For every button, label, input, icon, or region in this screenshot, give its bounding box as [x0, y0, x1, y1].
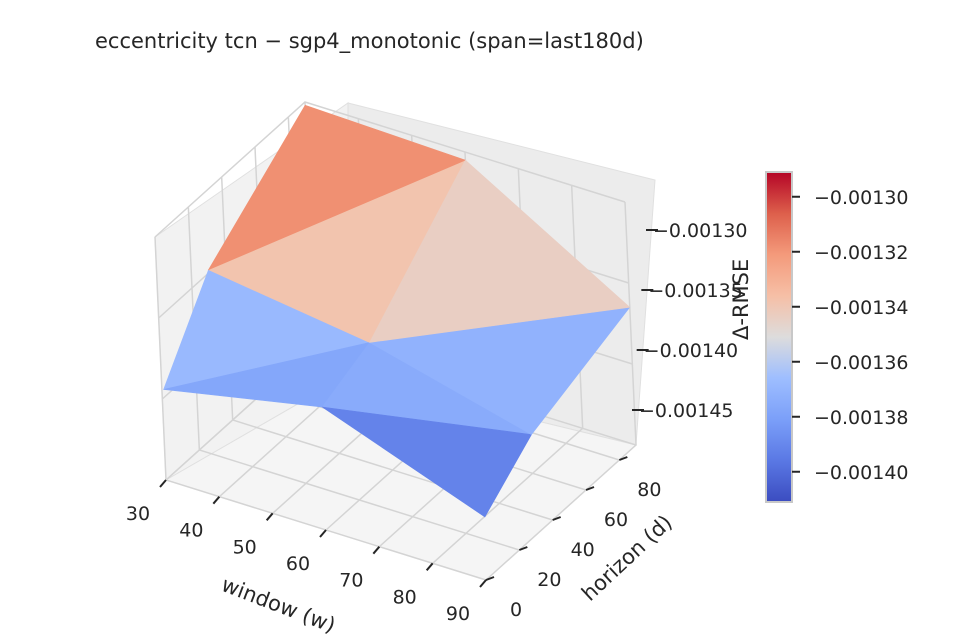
colorbar-tick-label: −0.00132 [814, 242, 909, 264]
x-axis-ticks: 30 40 50 60 70 80 90 [126, 479, 487, 625]
x-tick-label: 50 [233, 536, 257, 558]
x-tick-mark [372, 546, 381, 555]
x-tick-label: 70 [339, 570, 363, 592]
x-tick-label: 30 [126, 503, 150, 525]
surface [163, 104, 631, 518]
x-tick-mark [265, 512, 274, 521]
z-tick-label: −0.00130 [653, 220, 748, 242]
colorbar-tick-label: −0.00134 [814, 297, 909, 319]
x-tick-label: 80 [393, 586, 417, 608]
z-axis-label: Δ-RMSE [729, 259, 753, 340]
colorbar-ticks: −0.00130 −0.00132 −0.00134 −0.00136 −0.00138… [792, 187, 909, 484]
x-tick-mark [479, 579, 487, 588]
x-tick-label: 90 [446, 603, 470, 625]
x-tick-mark [159, 479, 167, 488]
y-tick-mark [552, 516, 562, 521]
y-axis-ticks: 0 20 40 60 80 [485, 456, 661, 621]
colorbar-tick-label: −0.00138 [814, 407, 909, 429]
y-tick-label: 20 [537, 569, 561, 591]
y-tick-label: 80 [637, 479, 661, 501]
surface-facet [321, 406, 532, 518]
y-tick-mark [618, 456, 628, 461]
x-axis-label: window (w) [218, 572, 339, 637]
surface-facet [207, 104, 467, 271]
colorbar-tick-label: −0.00140 [814, 462, 909, 484]
x-tick-label: 40 [179, 520, 203, 542]
y-tick-label: 40 [571, 539, 595, 561]
x-tick-label: 60 [286, 553, 310, 575]
colorbar-tick-label: −0.00136 [814, 352, 909, 374]
y-tick-mark [585, 486, 595, 491]
z-tick-label: −0.00140 [644, 340, 739, 362]
x-tick-mark [319, 529, 327, 538]
y-tick-mark [485, 576, 495, 581]
z-axis-ticks: −0.00130 −0.00135 −0.00140 −0.00145 [632, 220, 748, 422]
y-tick-label: 60 [604, 509, 628, 531]
colorbar [765, 171, 793, 503]
z-tick-label: −0.00135 [648, 280, 743, 302]
colorbar-tick-label: −0.00130 [814, 187, 909, 209]
surface-facet [369, 159, 631, 343]
x-tick-mark [212, 496, 221, 505]
y-tick-label: 0 [510, 599, 522, 621]
chart-title: eccentricity tcn − sgp4_monotonic (span=… [95, 29, 644, 54]
z-tick-label: −0.00145 [639, 400, 734, 422]
x-tick-mark [425, 562, 434, 571]
gridline-delta [154, 101, 626, 238]
y-tick-mark [518, 546, 528, 551]
